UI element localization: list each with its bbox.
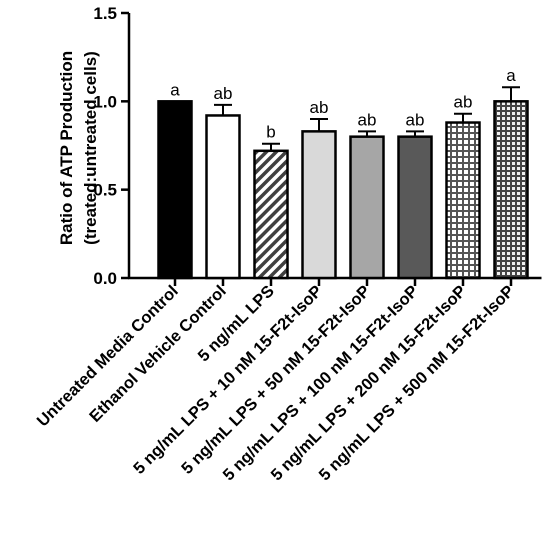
significance-label: ab (358, 110, 377, 129)
significance-label: a (506, 66, 516, 85)
y-tick-label: 0.0 (93, 269, 117, 288)
bar (205, 114, 241, 280)
significance-label: a (170, 80, 180, 99)
bar (445, 121, 481, 280)
y-tick-label: 1.5 (93, 4, 117, 23)
bar (157, 100, 193, 280)
y-tick-label: 0.5 (93, 181, 117, 200)
significance-label: ab (454, 93, 473, 112)
bar (349, 135, 385, 280)
significance-label: b (266, 123, 275, 142)
y-tick-label: 1.0 (93, 92, 117, 111)
bar (301, 130, 337, 280)
bar (493, 100, 529, 280)
y-axis-title-line2: (treated:untreated cells) (81, 51, 100, 245)
significance-label: ab (406, 110, 425, 129)
bar (253, 149, 289, 280)
significance-label: ab (310, 98, 329, 117)
bar (397, 135, 433, 280)
y-axis-title: Ratio of ATP Production (treated:untreat… (57, 51, 100, 245)
y-axis-title-line1: Ratio of ATP Production (57, 51, 76, 245)
significance-label: ab (214, 84, 233, 103)
